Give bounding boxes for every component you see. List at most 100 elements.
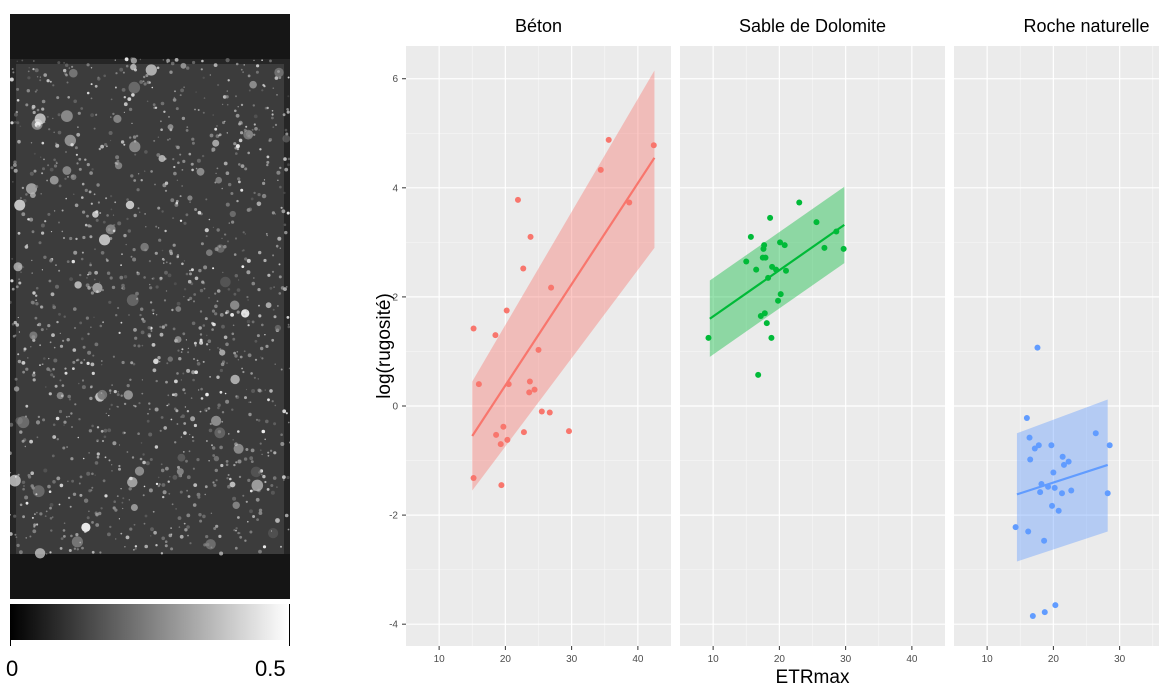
micro-speck (211, 444, 213, 447)
micro-speck (52, 304, 55, 307)
micro-speck (22, 266, 25, 269)
micro-speck (95, 113, 98, 116)
micro-speck (203, 265, 208, 270)
micro-speck (21, 59, 24, 62)
micro-speck (244, 396, 247, 400)
micro-speck (282, 409, 287, 414)
micro-speck (247, 353, 252, 358)
micro-speck (267, 398, 270, 402)
micro-speck (198, 513, 202, 517)
micro-speck (170, 61, 175, 66)
micro-speck (199, 340, 204, 345)
micro-speck (151, 343, 156, 347)
micro-speck (10, 279, 14, 283)
micro-speck (273, 451, 277, 455)
micro-speck (180, 88, 185, 93)
micro-speck (58, 269, 61, 272)
micro-speck (10, 513, 11, 516)
micro-speck (67, 496, 71, 500)
micro-speck (227, 484, 231, 489)
micro-speck (169, 476, 171, 478)
micro-speck (205, 539, 216, 550)
micro-speck (244, 539, 247, 542)
micro-speck (237, 459, 242, 464)
micro-speck (25, 415, 27, 418)
micro-speck (167, 403, 170, 406)
micro-speck (75, 533, 79, 537)
micro-speck (75, 153, 78, 156)
micro-speck (173, 171, 177, 176)
micro-speck (143, 522, 146, 525)
micro-speck (183, 288, 187, 291)
micro-speck (211, 328, 214, 331)
micro-speck (166, 138, 170, 141)
micro-speck (67, 394, 71, 399)
micro-speck (39, 79, 42, 82)
micro-speck (219, 313, 224, 317)
micro-speck (43, 73, 47, 77)
micro-speck (36, 76, 39, 78)
micro-speck (15, 323, 20, 327)
micro-speck (14, 112, 18, 117)
micro-speck (183, 296, 185, 298)
micro-speck (241, 367, 244, 370)
micro-speck (229, 481, 236, 488)
micro-speck (62, 166, 72, 175)
micro-speck (39, 512, 43, 516)
micro-speck (51, 333, 55, 337)
micro-speck (148, 488, 153, 493)
x-tick-label: 20 (1048, 654, 1060, 665)
micro-speck (62, 529, 66, 532)
data-point (1038, 481, 1045, 487)
micro-speck (159, 429, 162, 432)
micro-speck (107, 532, 111, 537)
micro-speck (272, 476, 277, 480)
micro-speck (193, 423, 197, 428)
micro-speck (17, 316, 19, 319)
micro-speck (190, 282, 194, 286)
micro-speck (226, 103, 229, 106)
micro-speck (129, 136, 132, 139)
micro-speck (73, 193, 75, 195)
micro-speck (148, 402, 151, 405)
micro-speck (132, 257, 137, 262)
micro-speck (243, 313, 246, 316)
micro-speck (254, 358, 258, 361)
micro-speck (274, 67, 284, 78)
x-tick-label: 30 (840, 654, 852, 665)
micro-speck (273, 422, 277, 426)
micro-speck (183, 86, 185, 88)
micro-speck (214, 312, 218, 316)
micro-speck (221, 237, 223, 239)
data-point (1035, 442, 1042, 449)
micro-speck (125, 535, 130, 540)
micro-speck (219, 368, 223, 373)
micro-speck (11, 287, 15, 291)
micro-speck (160, 101, 165, 106)
micro-speck (270, 484, 274, 487)
micro-speck (86, 277, 88, 279)
micro-speck (288, 367, 290, 370)
micro-speck (261, 429, 266, 434)
micro-speck (232, 496, 237, 501)
data-point (1058, 490, 1065, 497)
micro-speck (39, 364, 41, 366)
micro-speck (10, 422, 14, 427)
micro-speck (100, 392, 103, 394)
micro-speck (140, 242, 149, 252)
micro-speck (25, 537, 27, 539)
micro-speck (149, 283, 151, 286)
micro-speck (49, 506, 52, 510)
colorbar-right-tick (289, 604, 290, 646)
micro-speck (83, 359, 86, 361)
micro-speck (81, 196, 84, 199)
micro-speck (65, 197, 67, 200)
micro-speck (59, 547, 63, 550)
micro-speck (277, 305, 279, 307)
micro-speck (196, 359, 199, 362)
micro-speck (180, 62, 187, 69)
micro-speck (212, 481, 215, 484)
micro-speck (225, 58, 230, 63)
micro-speck (162, 59, 164, 61)
micro-speck (180, 379, 183, 381)
